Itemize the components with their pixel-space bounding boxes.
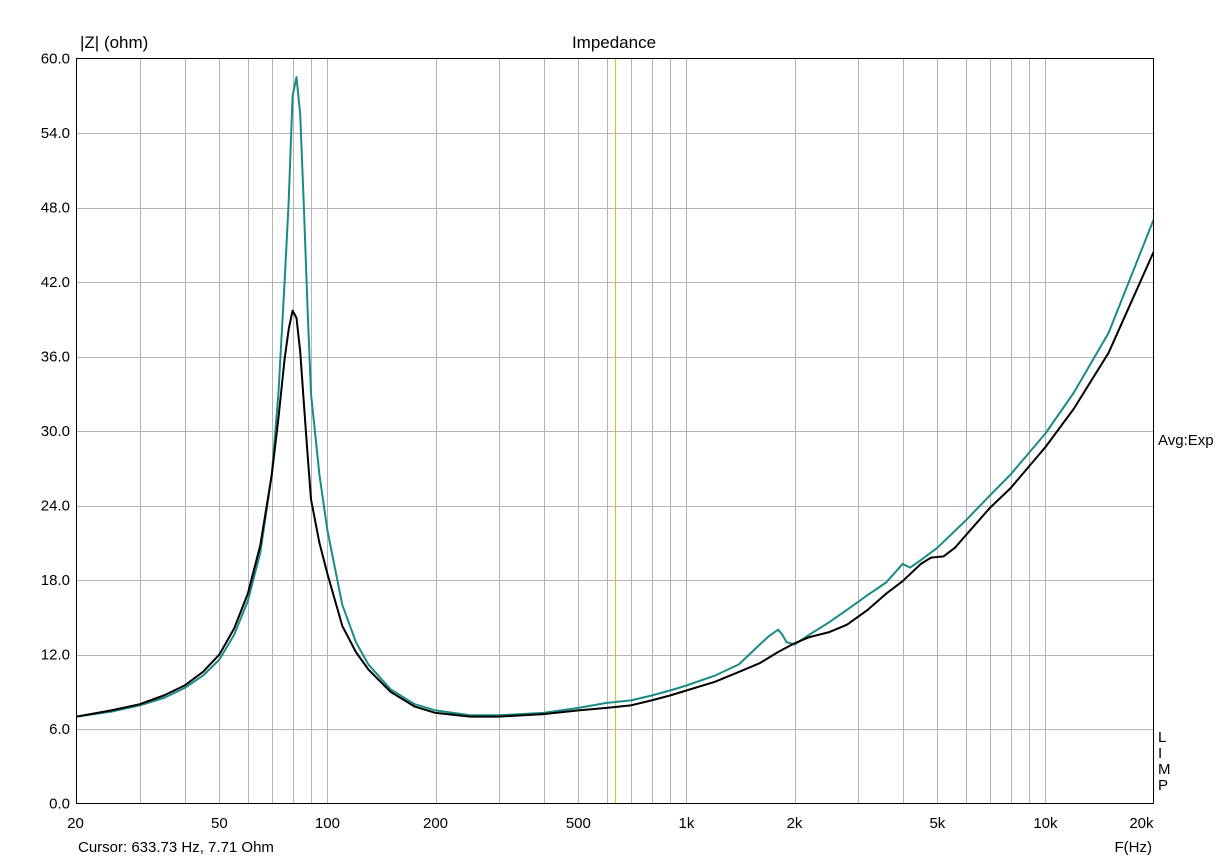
- avg-label: Avg:Exp: [1158, 432, 1214, 449]
- x-tick-label: 500: [566, 815, 591, 832]
- cursor-readout: Cursor: 633.73 Hz, 7.71 Ohm: [78, 839, 274, 856]
- x-tick-label: 20: [67, 815, 84, 832]
- limp-letter: M: [1158, 761, 1171, 778]
- limp-letter: P: [1158, 777, 1168, 794]
- y-tick-label: 48.0: [41, 200, 70, 217]
- tick-labels: 0.0 6.0 12.0 18.0 24.0 30.0 36.0 42.0 48.0 54.0 60…: [41, 51, 1154, 833]
- y-tick-label: 42.0: [41, 274, 70, 291]
- y-tick-label: 24.0: [41, 498, 70, 515]
- limp-letter: I: [1158, 745, 1162, 762]
- x-tick-label: 20k: [1129, 815, 1154, 832]
- y-tick-label: 54.0: [41, 125, 70, 142]
- chart-title: Impedance: [572, 33, 656, 52]
- series-layer: [76, 76, 1155, 718]
- y-tick-label: 0.0: [49, 796, 70, 813]
- x-tick-label: 2k: [787, 815, 803, 832]
- x-tick-label: 50: [211, 815, 228, 832]
- y-tick-label: 18.0: [41, 572, 70, 589]
- limp-letter: L: [1158, 729, 1166, 746]
- x-tick-label: 10k: [1033, 815, 1058, 832]
- x-tick-label: 1k: [679, 815, 695, 832]
- y-tick-label: 36.0: [41, 349, 70, 366]
- plot-frame: [76, 58, 1154, 804]
- x-tick-label: 5k: [929, 815, 945, 832]
- y-axis-label: |Z| (ohm): [80, 33, 148, 52]
- y-tick-label: 6.0: [49, 721, 70, 738]
- y-tick-label: 12.0: [41, 647, 70, 664]
- y-tick-label: 30.0: [41, 423, 70, 440]
- x-tick-label: 200: [423, 815, 448, 832]
- y-tick-label: 60.0: [41, 51, 70, 68]
- x-axis-label: F(Hz): [1115, 839, 1153, 856]
- series-line-2: [76, 251, 1155, 718]
- x-tick-label: 100: [315, 815, 340, 832]
